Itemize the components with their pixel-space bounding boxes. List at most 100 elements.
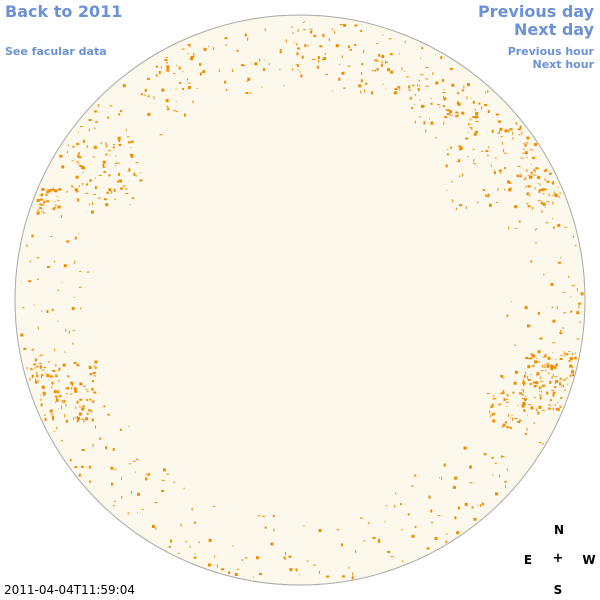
facula-dot [37,326,39,330]
facula-dot [371,70,375,72]
facula-dot [70,393,73,395]
facula-dot [506,394,509,397]
facula-dot [548,407,552,410]
facula-dot [86,145,88,148]
facula-dot [559,332,563,335]
facula-dot [347,45,350,49]
facula-dot [388,38,392,40]
facula-dot [252,576,254,578]
facula-dot [63,399,66,403]
facula-dot [93,145,97,149]
previous-hour-link[interactable]: Previous hour [507,45,594,58]
facula-dot [182,88,185,90]
facula-dot [208,538,212,542]
facula-dot [244,33,247,37]
facula-dot [291,32,293,34]
facula-dot [501,377,505,379]
facula-dot [51,208,55,210]
facula-dot [93,193,96,195]
facula-dot [144,88,147,92]
facula-dot [216,564,218,568]
facula-dot [46,310,49,313]
facula-dot [176,65,178,67]
facula-dot [408,85,411,89]
facula-dot [463,446,467,450]
facula-dot [532,354,536,358]
facula-dot [475,121,479,122]
facula-dot [57,380,60,382]
facula-dot [451,180,453,183]
facula-dot [515,122,518,125]
facula-dot [564,227,567,228]
facula-dot [165,57,168,58]
facula-dot [555,408,558,411]
facula-dot [118,113,121,116]
facula-dot [49,409,53,413]
facula-dot [328,38,330,41]
facula-dot [517,165,521,167]
facula-dot [36,371,37,374]
facula-dot [559,358,563,360]
facula-dot [80,465,84,468]
facula-dot [128,168,131,172]
facula-dot [54,260,56,263]
next-day-link[interactable]: Next day [514,20,594,39]
facula-dot [540,380,544,382]
facula-dot [473,132,477,136]
see-facular-data-link[interactable]: See facular data [5,45,107,58]
facula-dot [173,110,177,112]
facula-dot [272,515,275,518]
facula-dot [491,456,494,459]
facula-dot [545,369,547,372]
facula-dot [538,405,542,409]
facula-dot [470,97,472,99]
facula-dot [437,515,441,517]
facula-dot [34,366,36,369]
facula-dot [552,342,556,344]
facula-dot [135,459,139,461]
facula-dot [522,382,524,384]
facula-dot [526,192,529,196]
facula-dot [49,375,53,378]
back-to-year-link[interactable]: Back to 2011 [5,2,123,21]
facula-dot [122,185,126,187]
facula-dot [213,506,216,507]
facula-dot [105,172,107,173]
facula-dot [530,175,533,179]
facula-dot [71,387,73,390]
facula-dot [458,145,462,148]
facula-dot [39,365,42,368]
facula-dot [551,195,553,196]
facula-dot [73,387,77,391]
facula-dot [559,382,561,386]
facula-dot [202,70,206,74]
facula-dot [414,526,417,528]
next-hour-link[interactable]: Next hour [532,58,595,71]
facula-dot [527,378,531,381]
facula-dot [103,170,106,173]
facula-dot [250,92,252,95]
facula-dot [540,200,543,202]
facula-dot [82,171,84,173]
facula-dot [127,136,129,138]
facula-dot [462,173,464,177]
facula-dot [499,130,500,132]
facula-dot [348,566,350,569]
facula-dot [562,327,564,330]
facula-dot [28,280,32,283]
previous-day-link[interactable]: Previous day [477,2,594,21]
facula-dot [492,413,495,415]
facula-dot [65,328,67,332]
facula-dot [65,419,68,423]
facula-dot [50,236,53,237]
facula-dot [82,407,85,411]
facula-dot [545,222,549,224]
facula-dot [191,507,193,511]
facula-dot [571,285,575,287]
facula-dot [77,198,80,202]
facula-dot [381,55,385,58]
facula-dot [455,207,457,210]
facula-dot [342,575,345,578]
facula-dot [469,482,473,484]
facula-dot [491,403,494,407]
